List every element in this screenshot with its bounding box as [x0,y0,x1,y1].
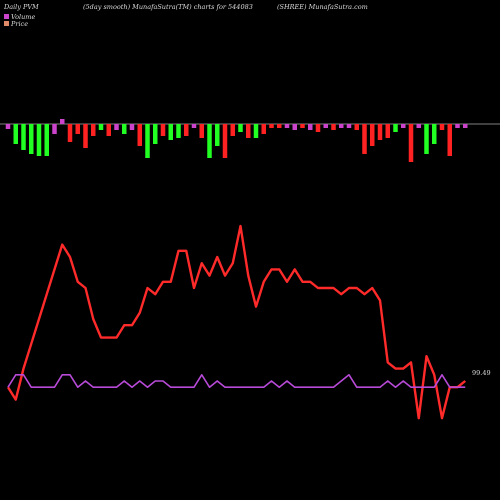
volume-bar [75,124,80,134]
volume-bar [377,124,383,140]
volume-bar [408,124,414,162]
legend-price-swatch [4,21,9,26]
volume-bar [246,124,251,138]
volume-bar [416,124,421,128]
volume-bar [5,124,11,129]
legend-volume-swatch [4,14,9,19]
volume-bar [207,124,212,158]
pvm-lines [6,224,466,420]
volume-bar [98,124,104,130]
volume-bar [215,124,220,146]
volume-bar [439,124,445,130]
volume-bar [145,124,150,158]
volume-bar [160,124,166,136]
volume-bar [36,124,42,156]
end-value-label: 99.49 [472,369,491,377]
volume-bar [455,124,460,128]
volume-bar [362,124,367,154]
volume-bar [122,124,127,134]
legend-price-label: Price [10,20,28,28]
volume-bar [308,124,313,130]
volume-bar [44,124,49,156]
price-line [6,224,466,420]
legend-volume-label: Volume [11,13,35,21]
volume-bar [346,124,352,128]
volume-bar [176,124,181,138]
volume-bar [447,124,452,156]
volume-bar [106,124,111,136]
volume-bar [230,124,235,136]
volume-bar [401,124,406,128]
volume-bar [29,124,34,154]
volume-bar [13,124,18,144]
volume-bar [52,124,57,134]
volume-bar [91,124,96,136]
volume-bar [222,124,228,158]
volume-bar [424,124,429,154]
volume-bar [284,124,290,128]
volume-bar [269,124,274,128]
volume-bar [153,124,158,144]
volume-bar [323,124,328,128]
volume-bar [129,124,135,130]
volume-bar [277,124,282,128]
volume-bar [168,124,173,140]
volume-bar [114,124,119,130]
volume-line [7,373,466,389]
volume-bar [354,124,359,130]
legend: Volume Price [4,13,35,28]
volume-bar [463,124,468,128]
volume-bar [292,124,297,130]
volume-bar [339,124,344,128]
volume-bar [385,124,390,138]
volume-bar [238,124,243,132]
volume-bar [300,124,305,128]
header-right: (SHREE) MunafaSutra.com [277,3,368,11]
volume-bar [137,124,142,146]
volume-bar [331,124,336,130]
volume-bar [184,124,189,136]
header-left: Daily PVM [3,3,39,11]
volume-bar [191,124,197,128]
volume-bar [21,124,26,150]
volume-bar [83,124,88,148]
volume-bar [432,124,437,144]
volume-bar [199,124,204,138]
volume-bar [393,124,398,132]
volume-bar [315,124,321,132]
volume-bars [5,119,468,162]
volume-bar [261,124,266,134]
header-center: (5day smooth) MunafaSutra(TM) charts for… [83,3,253,11]
volume-bar [370,124,375,146]
volume-bar [60,119,65,124]
volume-bar [253,124,259,138]
volume-bar [67,124,73,142]
